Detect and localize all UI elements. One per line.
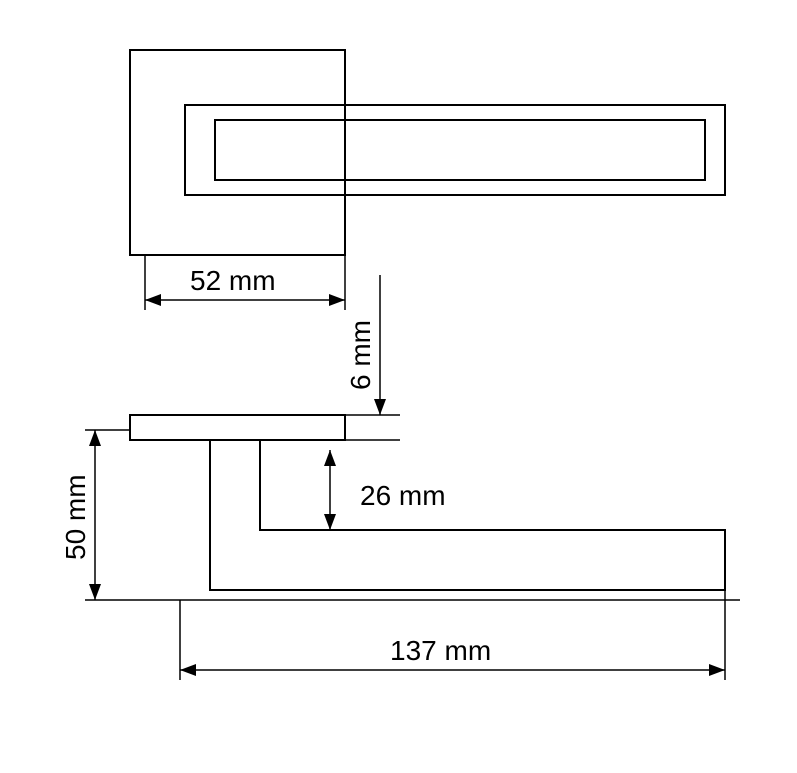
dim-137: 137 mm (390, 635, 491, 666)
arrow-head (145, 294, 161, 306)
arrow-head (324, 514, 336, 530)
side-handle (210, 440, 725, 590)
top-handle-outer (185, 105, 725, 195)
side-plate (130, 415, 345, 440)
arrow-head (324, 450, 336, 466)
arrow-head (374, 399, 386, 415)
top-handle-inner (215, 120, 705, 180)
dim-6: 6 mm (345, 320, 376, 390)
dim-52: 52 mm (190, 265, 276, 296)
arrow-head (89, 584, 101, 600)
dim-26: 26 mm (360, 480, 446, 511)
top-rose (130, 50, 345, 255)
arrow-head (709, 664, 725, 676)
dim-50: 50 mm (60, 474, 91, 560)
arrow-head (180, 664, 196, 676)
arrow-head (329, 294, 345, 306)
arrow-head (89, 430, 101, 446)
